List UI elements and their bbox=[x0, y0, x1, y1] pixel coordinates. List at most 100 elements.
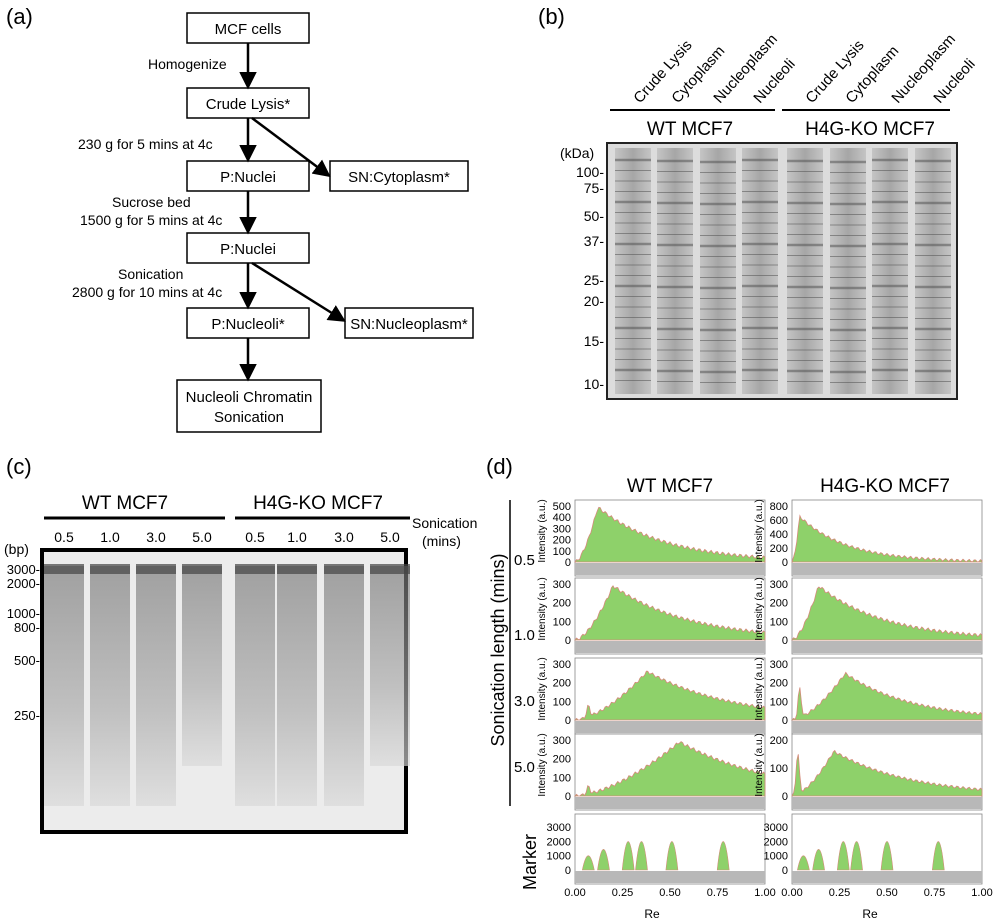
kda-markers: 100-75- 50- 37- 25- 20- 15- 10- bbox=[576, 164, 604, 392]
d-marker-peak bbox=[812, 848, 825, 871]
d-row-labels: 0.5 1.0 3.0 5.0 bbox=[514, 552, 535, 776]
c-sonication-label: Sonication bbox=[412, 515, 477, 531]
d-plot: 0 100 200 300 Intensity (a.u.) bbox=[754, 577, 983, 655]
d-row-label: 0.5 bbox=[514, 552, 535, 569]
d-ylabel: Intensity (a.u.) bbox=[537, 499, 548, 562]
d-xtick: 0.00 bbox=[781, 887, 802, 899]
d-ylabel: Intensity (a.u.) bbox=[754, 577, 765, 640]
step-1500g: 1500 g for 5 mins at 4c bbox=[80, 212, 222, 228]
d-trace-area bbox=[574, 585, 766, 641]
d-plot: 0 1000 2000 3000 0.00 0.25 0.50 0.75 1.00 bbox=[547, 813, 776, 899]
gel-b-lane bbox=[830, 148, 866, 394]
d-gel-strip bbox=[792, 641, 982, 653]
d-ytick: 300 bbox=[553, 523, 571, 535]
gel-b-lane bbox=[700, 148, 736, 394]
d-plot: 0 1000 2000 3000 0.00 0.25 0.50 0.75 1.00 bbox=[764, 813, 993, 899]
kda-marker: 20- bbox=[584, 293, 605, 309]
gel-c-lane bbox=[277, 566, 317, 806]
d-marker-peak bbox=[635, 841, 648, 871]
c-mins-label: (mins) bbox=[422, 533, 461, 549]
d-xlabel-ko: Re bbox=[862, 907, 878, 920]
d-gel-strip bbox=[575, 871, 765, 883]
d-ytick: 0 bbox=[565, 791, 571, 803]
d-trace-area bbox=[791, 749, 983, 797]
d-marker-peak bbox=[665, 841, 679, 871]
step-2800g: 2800 g for 10 mins at 4c bbox=[72, 284, 222, 300]
d-ylabel: Intensity (a.u.) bbox=[537, 657, 548, 720]
d-ytick: 100 bbox=[553, 616, 571, 628]
d-ytick: 300 bbox=[770, 659, 788, 671]
d-gel-strip bbox=[792, 721, 982, 733]
bp-unit: (bp) bbox=[4, 541, 29, 557]
panel-d-traces: (d) WT MCF7 H4G-KO MCF7 Sonication lengt… bbox=[486, 454, 993, 920]
node-nuclei-2-label: P:Nuclei bbox=[220, 241, 276, 258]
ko-group-label: H4G-KO MCF7 bbox=[805, 119, 935, 140]
d-xtick: 0.50 bbox=[659, 887, 680, 899]
d-ytick: 300 bbox=[553, 735, 571, 747]
c-ko-label: H4G-KO MCF7 bbox=[253, 493, 383, 514]
kda-marker: 50- bbox=[584, 208, 605, 224]
gel-b-lanes bbox=[615, 148, 951, 394]
c-time-label: 0.5 bbox=[54, 529, 74, 545]
d-ytick: 100 bbox=[553, 772, 571, 784]
d-plot: 0 100 200 300 Intensity (a.u.) bbox=[537, 657, 766, 735]
bp-marker: 1000- bbox=[7, 606, 40, 621]
c-time-labels: 0.5 1.0 3.0 5.0 0.5 1.0 3.0 5.0 bbox=[54, 529, 400, 545]
d-marker-peak bbox=[836, 841, 850, 871]
kda-marker: 10- bbox=[584, 376, 605, 392]
panel-d-label: (d) bbox=[486, 454, 513, 479]
d-ko-title: H4G-KO MCF7 bbox=[820, 476, 950, 497]
d-ytick: 200 bbox=[770, 678, 788, 690]
kda-marker: 100- bbox=[576, 164, 604, 180]
d-ytick: 200 bbox=[553, 754, 571, 766]
kda-marker: 25- bbox=[584, 272, 605, 288]
d-ytick: 0 bbox=[782, 791, 788, 803]
c-time-label: 5.0 bbox=[380, 529, 400, 545]
node-sn-cytoplasm-label: SN:Cytoplasm* bbox=[348, 169, 450, 186]
panel-c-label: (c) bbox=[6, 454, 32, 479]
gel-c-well bbox=[235, 564, 275, 574]
d-gel-strip bbox=[575, 721, 765, 733]
d-ytick: 200 bbox=[770, 598, 788, 610]
d-gel-strip bbox=[575, 797, 765, 809]
d-plot: 0 100 200 300 Intensity (a.u.) bbox=[754, 657, 983, 735]
d-trace-area bbox=[791, 586, 983, 641]
d-ytick: 200 bbox=[553, 598, 571, 610]
c-time-label: 1.0 bbox=[100, 529, 120, 545]
bp-marker: 250- bbox=[14, 708, 40, 723]
gel-c-well bbox=[324, 564, 364, 574]
d-ytick: 3000 bbox=[764, 822, 788, 834]
node-nucleoli bbox=[186, 307, 310, 339]
bp-marker: 800- bbox=[14, 620, 40, 635]
d-ytick: 0 bbox=[782, 865, 788, 877]
d-ytick: 1000 bbox=[764, 851, 788, 863]
gel-c-lane bbox=[182, 566, 222, 766]
gel-c-lane bbox=[136, 566, 176, 806]
panel-a-label: (a) bbox=[6, 4, 33, 29]
d-xtick: 0.00 bbox=[564, 887, 585, 899]
c-wt-label: WT MCF7 bbox=[82, 493, 168, 514]
gel-b-lane bbox=[872, 148, 908, 394]
d-ytick: 200 bbox=[553, 678, 571, 690]
d-trace-area bbox=[574, 741, 766, 797]
node-sn-nucleoplasm bbox=[344, 307, 474, 339]
node-crude-lysis bbox=[186, 87, 310, 119]
node-chromatin-label: Nucleoli Chromatin bbox=[186, 389, 313, 406]
d-ytick: 0 bbox=[782, 557, 788, 569]
gel-b-lane bbox=[787, 148, 823, 394]
wt-group-label: WT MCF7 bbox=[647, 119, 733, 140]
d-ytick: 200 bbox=[770, 543, 788, 555]
gel-c-lane bbox=[44, 566, 84, 806]
c-time-label: 3.0 bbox=[334, 529, 354, 545]
d-xtick: 0.75 bbox=[924, 887, 945, 899]
d-gel-strip bbox=[792, 871, 982, 883]
d-ytick: 2000 bbox=[547, 836, 571, 848]
c-time-label: 5.0 bbox=[192, 529, 212, 545]
c-time-label: 1.0 bbox=[287, 529, 307, 545]
d-xtick: 0.75 bbox=[707, 887, 728, 899]
d-row-axis-label: Sonication length (mins) bbox=[488, 553, 508, 746]
node-nucleoli-label: P:Nucleoli* bbox=[211, 316, 285, 333]
d-marker-peak bbox=[581, 855, 595, 871]
d-ytick: 100 bbox=[553, 546, 571, 558]
